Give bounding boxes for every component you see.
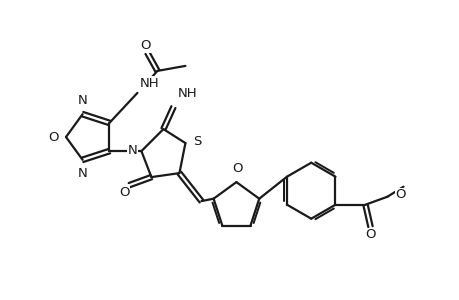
Text: N: N xyxy=(78,94,87,107)
Text: O: O xyxy=(140,39,151,52)
Text: NH: NH xyxy=(139,77,159,90)
Text: O: O xyxy=(119,186,129,199)
Text: O: O xyxy=(364,228,375,241)
Text: O: O xyxy=(395,188,405,201)
Text: NH: NH xyxy=(177,87,196,100)
Text: O: O xyxy=(48,130,59,143)
Text: N: N xyxy=(128,144,137,157)
Text: O: O xyxy=(232,162,242,175)
Text: S: S xyxy=(193,135,202,148)
Text: N: N xyxy=(78,167,87,180)
